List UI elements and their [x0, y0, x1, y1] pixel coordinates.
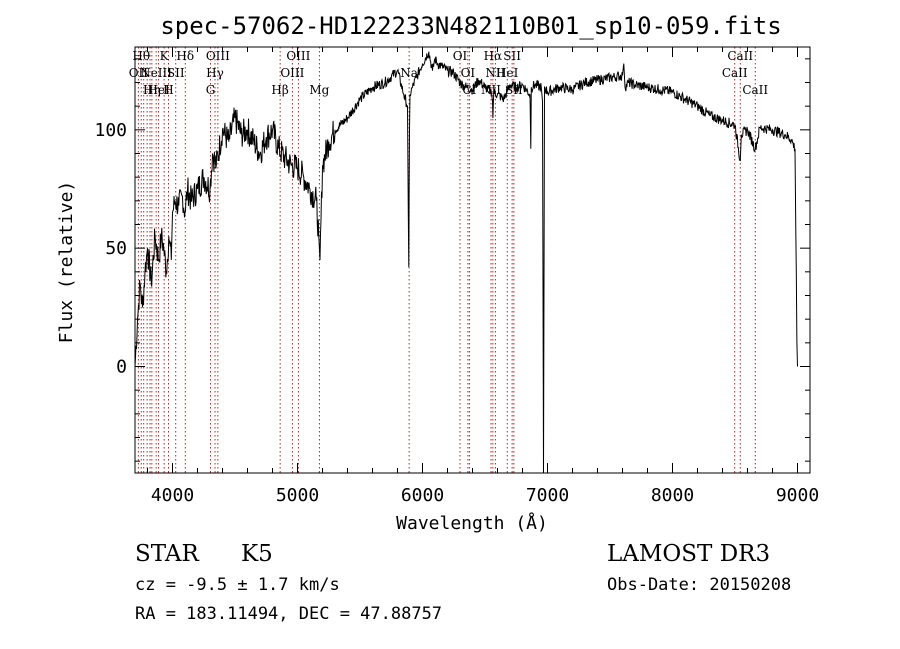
line-label: OIII — [286, 49, 310, 63]
line-label: Hα — [484, 49, 503, 63]
spectral-line-markers — [137, 47, 756, 473]
x-tick-label: 8000 — [651, 485, 694, 506]
object-class: STAR — [135, 541, 199, 567]
x-tick-label: 6000 — [401, 485, 444, 506]
line-label: HeI — [496, 66, 519, 80]
line-label: SII — [167, 66, 185, 80]
line-label: CaII — [742, 83, 768, 97]
line-label: Mg — [309, 83, 329, 97]
line-label: NII — [485, 66, 505, 80]
x-tick-label: 4000 — [151, 485, 194, 506]
coordinates: RA = 183.11494, DEC = 47.88757 — [135, 604, 442, 624]
line-label: Na — [400, 66, 418, 80]
line-label: OI — [461, 66, 476, 80]
spectrum-line — [134, 51, 798, 474]
line-label: HeI — [147, 83, 170, 97]
line-label: Hγ — [206, 66, 224, 80]
line-label: OII — [129, 66, 149, 80]
line-label: NeIII — [140, 66, 172, 80]
subclass: K5 — [241, 541, 273, 567]
x-tick-label: 5000 — [276, 485, 319, 506]
x-tick-label: 9000 — [776, 485, 819, 506]
line-label: OIII — [280, 66, 304, 80]
line-label: Hθ — [132, 49, 150, 63]
survey-name: LAMOST DR3 — [607, 541, 770, 567]
line-label: Hβ — [271, 83, 288, 97]
line-label: Hη — [143, 83, 161, 97]
line-label: G — [206, 83, 216, 97]
line-label: Hδ — [176, 49, 194, 63]
y-tick-label: 100 — [94, 120, 127, 141]
line-label: K — [160, 49, 170, 63]
redshift-line: cz = -9.5 ± 1.7 km/s — [135, 575, 340, 595]
y-axis-label: Flux (relative) — [56, 181, 77, 344]
observation-date: Obs-Date: 20150208 — [607, 575, 791, 595]
line-label: H — [163, 83, 173, 97]
line-label: OIII — [206, 49, 230, 63]
line-label: CaII — [727, 49, 753, 63]
y-tick-label: 0 — [116, 357, 127, 378]
line-label: SII — [503, 49, 521, 63]
x-tick-label: 7000 — [526, 485, 569, 506]
spectrum-series — [134, 51, 798, 474]
axis-ticks: 4000 5000 6000 7000 8000 9000 0 50 100 — [94, 47, 819, 506]
x-axis-label: Wavelength (Å) — [396, 512, 548, 534]
y-tick-label: 50 — [105, 238, 127, 259]
chart-title: spec-57062-HD122233N482110B01_sp10-059.f… — [160, 12, 781, 40]
line-label: CaII — [722, 66, 748, 80]
line-label: OI — [453, 49, 468, 63]
